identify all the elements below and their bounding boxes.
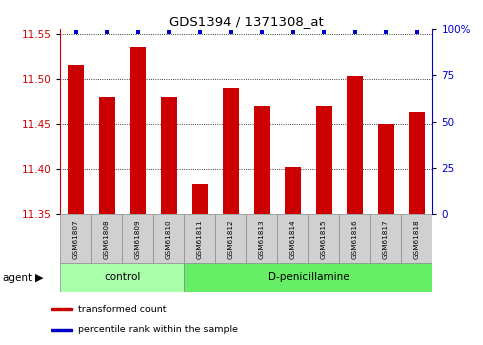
Bar (285, 167, 300, 214)
Bar (99, 97, 114, 214)
Bar (254, 106, 270, 214)
Text: ▶: ▶ (35, 273, 44, 283)
Text: GSM61813: GSM61813 (259, 219, 265, 259)
Bar (223, 88, 239, 214)
Bar (316, 106, 331, 214)
Text: transformed count: transformed count (78, 305, 166, 314)
Bar (130, 47, 145, 214)
Text: GSM61818: GSM61818 (414, 219, 420, 259)
Bar (277, 214, 308, 264)
Bar (51, 308, 72, 310)
Bar (185, 214, 215, 264)
Text: GSM61811: GSM61811 (197, 219, 203, 259)
Bar (185, 263, 432, 292)
Bar (154, 214, 185, 264)
Bar (215, 214, 246, 264)
Bar (246, 214, 277, 264)
Bar (409, 112, 425, 214)
Bar (347, 76, 363, 214)
Bar (60, 214, 91, 264)
Text: GSM61814: GSM61814 (290, 219, 296, 259)
Text: GSM61810: GSM61810 (166, 219, 172, 259)
Bar (370, 214, 401, 264)
Text: percentile rank within the sample: percentile rank within the sample (78, 325, 238, 334)
Bar (60, 263, 185, 292)
Bar (122, 214, 154, 264)
Text: GSM61809: GSM61809 (135, 219, 141, 259)
Text: GSM61808: GSM61808 (104, 219, 110, 259)
Bar (192, 184, 208, 214)
Text: GSM61817: GSM61817 (383, 219, 389, 259)
Bar (91, 214, 122, 264)
Text: GSM61815: GSM61815 (321, 219, 327, 259)
Bar (161, 97, 177, 214)
Bar (378, 124, 394, 214)
Text: GSM61807: GSM61807 (73, 219, 79, 259)
Bar (401, 214, 432, 264)
Title: GDS1394 / 1371308_at: GDS1394 / 1371308_at (169, 15, 324, 28)
Text: D-penicillamine: D-penicillamine (268, 273, 349, 282)
Text: GSM61816: GSM61816 (352, 219, 358, 259)
Bar (339, 214, 370, 264)
Text: control: control (104, 273, 141, 282)
Bar (308, 214, 339, 264)
Text: agent: agent (2, 273, 32, 283)
Bar (51, 329, 72, 331)
Text: GSM61812: GSM61812 (228, 219, 234, 259)
Bar (68, 65, 84, 214)
